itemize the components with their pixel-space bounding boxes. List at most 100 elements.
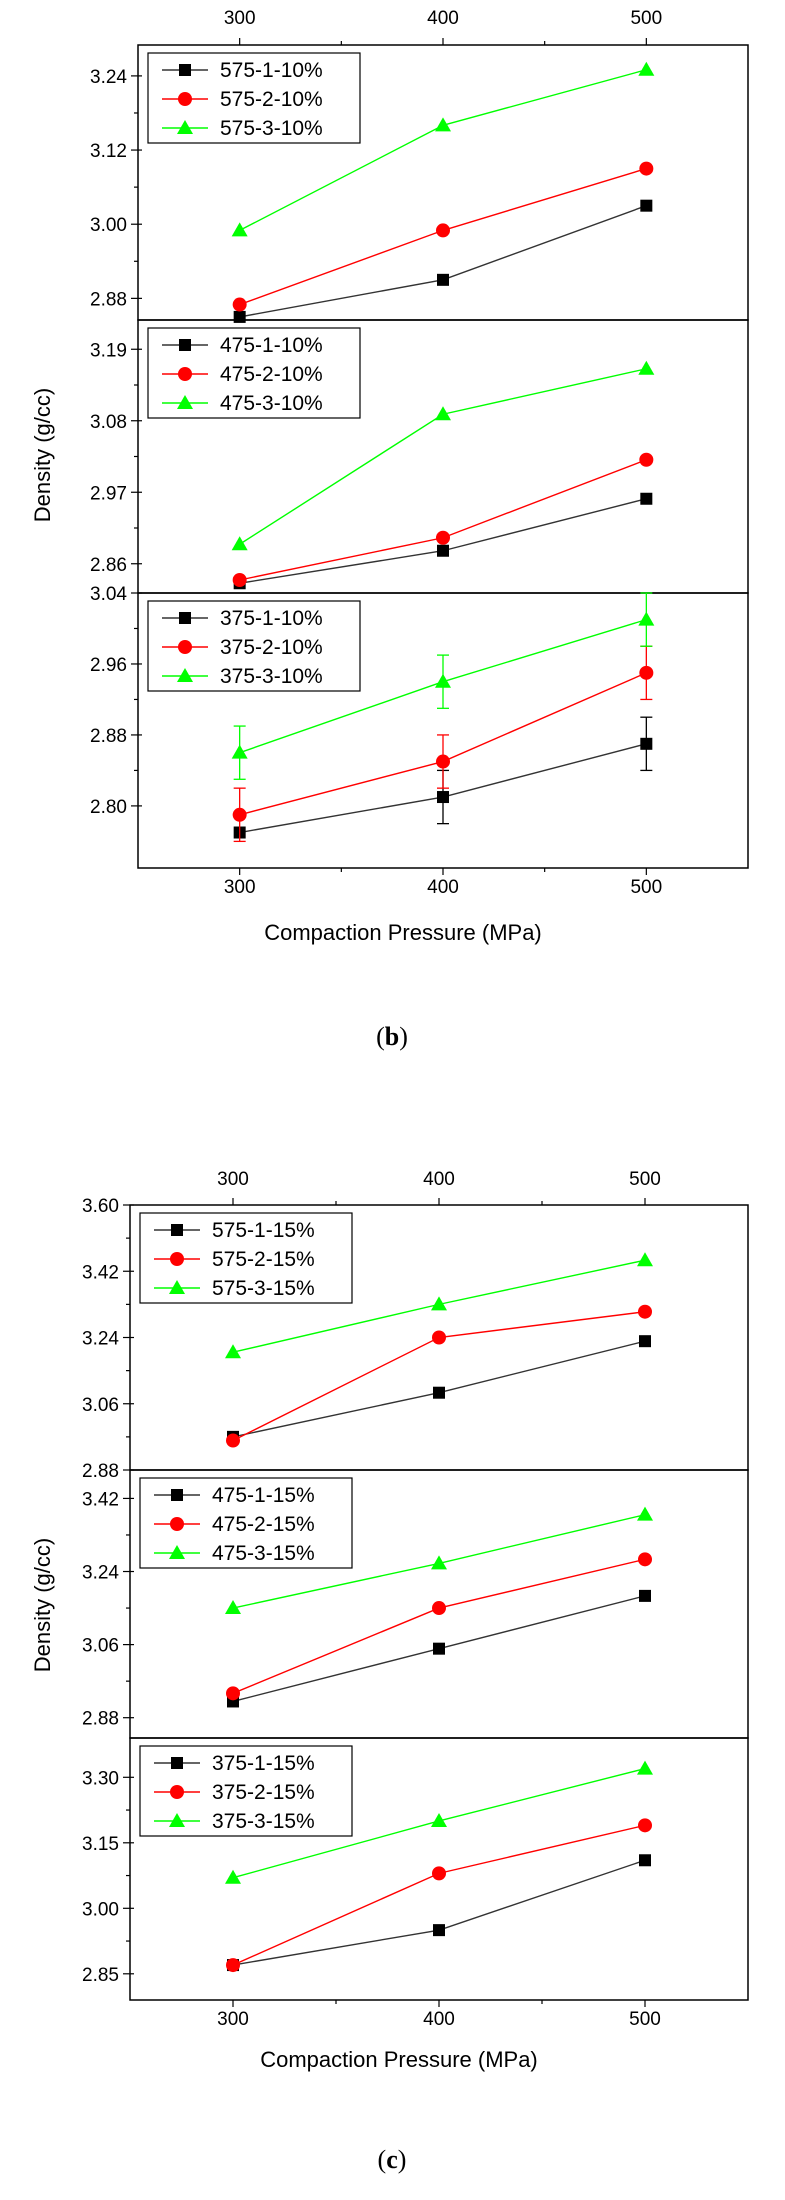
data-point [432,1866,446,1881]
y-tick-label: 3.24 [90,67,127,88]
data-point [638,360,655,375]
y-tick-label: 2.88 [90,726,127,747]
series-line [232,1558,646,1694]
legend-label: 475-3-15% [212,1542,315,1565]
series-575-1-15% [227,1335,651,1443]
data-point [640,199,653,212]
y-tick-label: 3.42 [82,1489,119,1510]
legend-label: 575-2-15% [212,1248,315,1271]
data-point [639,161,654,176]
figure-caption: (c) [378,2145,407,2174]
y-tick-label: 3.24 [82,1563,119,1584]
legend-marker [177,120,193,134]
y-tick-label: 3.24 [82,1329,119,1350]
y-tick-label: 3.06 [82,1636,119,1657]
x-tick-label-bottom: 400 [427,877,459,898]
data-point [432,1330,446,1345]
data-point [639,665,654,680]
data-point [638,1552,652,1567]
data-point [637,1506,653,1521]
data-point [435,673,451,688]
x-tick-label-top: 300 [224,8,256,29]
legend: 575-1-15% 575-2-15% 575-3-15% [139,1212,353,1304]
data-point [638,1304,652,1319]
data-point [226,1433,240,1448]
data-point [233,310,246,323]
x-axis-title: Compaction Pressure (MPa) [264,920,542,945]
x-tick-label-top: 300 [217,1169,249,1190]
chart-panel: 2.80 2.88 2.96 3.04 375-1-10% 375-2-10% 375-3-… [90,584,749,869]
series-575-2-10% [232,161,654,312]
legend-label: 575-3-15% [212,1277,315,1300]
legend-label: 575-1-10% [220,59,323,82]
legend-marker [178,367,192,381]
series-375-2-10% [232,645,654,843]
legend-marker [179,612,191,624]
legend-label: 375-1-10% [220,607,323,630]
x-tick-label-bottom: 300 [217,2009,249,2030]
legend-label: 575-3-10% [220,117,323,140]
series-575-3-15% [225,1252,653,1359]
series-475-3-10% [231,360,655,551]
legend-label: 475-1-15% [212,1484,315,1507]
data-point [435,117,451,132]
series-375-3-10% [231,592,655,780]
series-475-3-15% [225,1506,653,1615]
series-line [239,205,647,318]
y-tick-label: 2.97 [90,483,127,504]
series-375-2-15% [226,1818,652,1973]
y-axis-title: Density (g/cc) [30,1538,55,1672]
legend-marker [170,1517,184,1531]
figure-caption: (b) [376,1022,408,1051]
x-tick-label-top: 400 [427,8,459,29]
legend: 475-1-15% 475-2-15% 475-3-15% [139,1477,353,1569]
y-tick-label: 3.19 [90,340,127,361]
data-point [638,1818,652,1833]
series-line [239,459,647,581]
y-tick-label: 3.42 [82,1262,119,1283]
data-point [637,1252,653,1267]
y-tick-label: 2.85 [82,1965,119,1986]
data-point [639,1335,651,1348]
data-point [436,754,450,769]
data-point [638,61,655,76]
y-tick-label: 3.60 [82,1196,119,1217]
x-tick-label-top: 500 [630,8,662,29]
y-tick-label: 2.88 [82,1709,119,1730]
legend-marker [169,1280,185,1294]
data-point [639,1589,651,1602]
y-tick-label: 3.12 [90,141,127,162]
legend-marker [178,92,192,106]
x-tick-label-top: 400 [423,1169,455,1190]
legend-label: 475-1-10% [220,334,323,357]
x-axis-title: Compaction Pressure (MPa) [260,2047,538,2072]
legend-label: 475-2-10% [220,363,323,386]
y-tick-label: 2.96 [90,655,127,676]
legend-marker [171,1224,183,1236]
chart-panel: 2.883.063.243.423.60575-1-15%575-2-15%57… [82,1196,749,1482]
legend-marker [177,395,193,409]
legend-label: 375-2-15% [212,1781,315,1804]
data-point [433,1924,445,1937]
legend: 575-1-10% 575-2-10% 575-3-10% [147,52,361,144]
y-tick-label: 2.88 [90,289,127,310]
series-575-3-10% [231,61,655,237]
legend-marker [169,1813,185,1827]
legend: 375-1-10% 375-2-10% 375-3-10% [147,600,361,692]
data-point [231,222,248,237]
data-point [436,223,450,238]
y-tick-label: 3.15 [82,1834,119,1855]
x-tick-label-bottom: 500 [629,2009,661,2030]
chart-panel: 2.85 3.00 3.15 3.30 375-1-15% 375-2-15% 375-3-… [82,1737,749,2001]
series-475-2-10% [232,452,654,587]
legend-marker [171,1757,183,1769]
x-tick-label-bottom: 300 [224,877,256,898]
data-point [639,1854,651,1867]
legend-marker [179,64,191,76]
legend-marker [177,668,193,682]
chart-panel: 2.86 2.97 3.08 3.19 475-1-10% 475-2-10% 475-3-… [90,319,749,594]
data-point [435,406,451,421]
series-475-2-15% [226,1552,652,1701]
series-375-1-10% [233,716,653,839]
y-axis-title: Density (g/cc) [30,388,55,522]
